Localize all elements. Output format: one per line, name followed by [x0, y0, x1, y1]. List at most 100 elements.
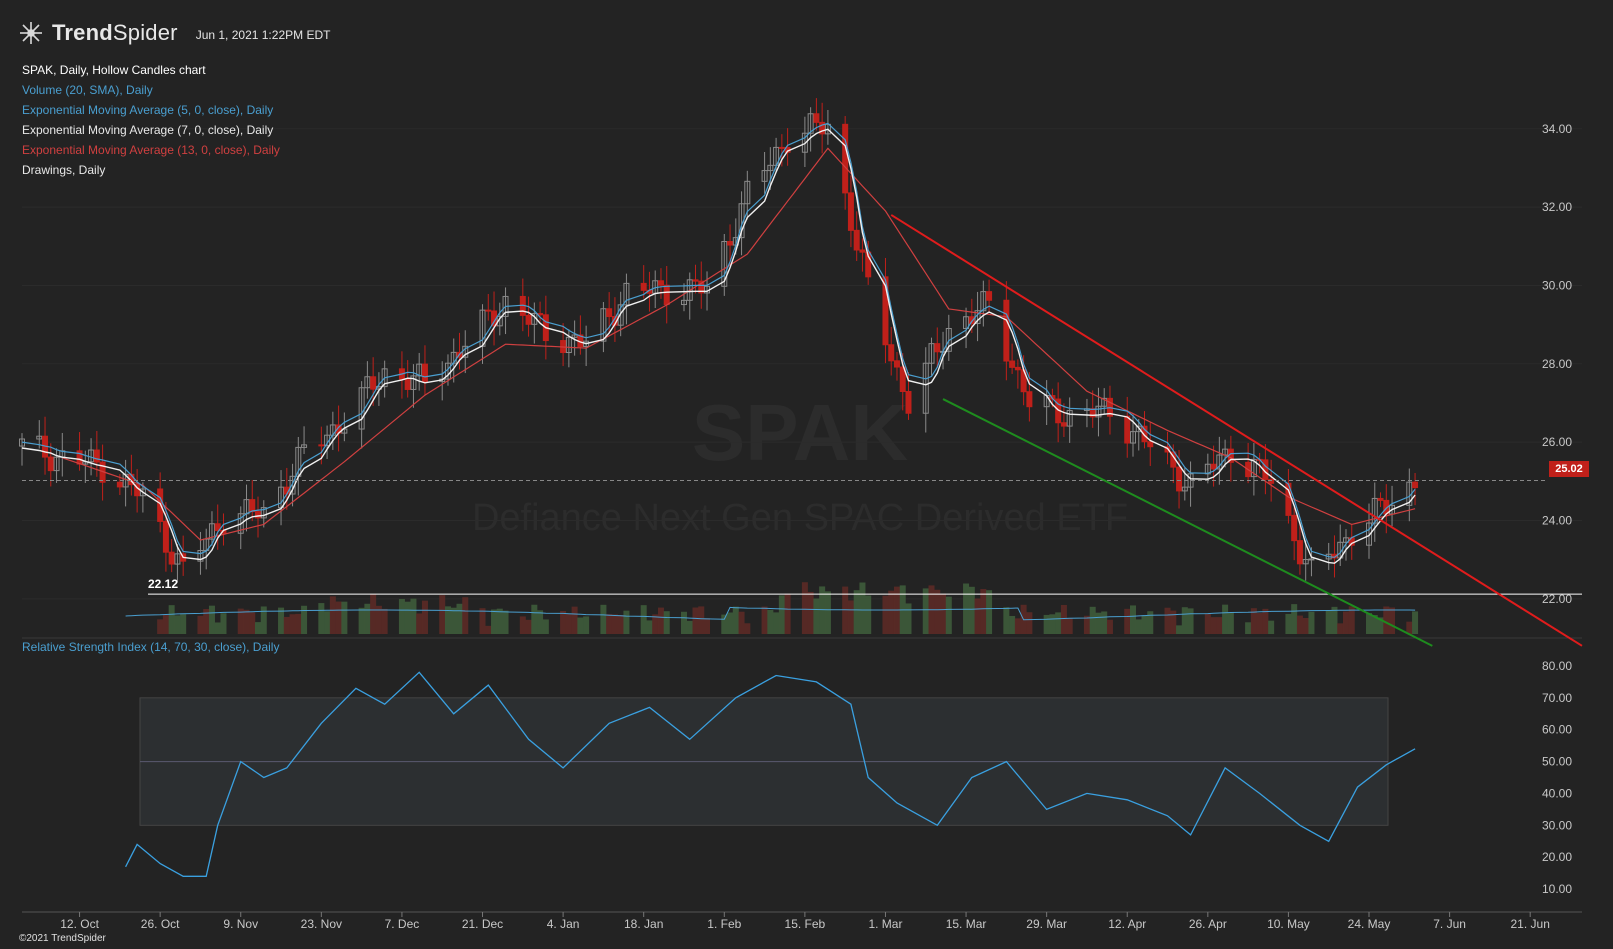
volume-bar: [479, 608, 486, 634]
rsi-tick-label: 60.00: [1542, 723, 1572, 737]
volume-bar: [865, 595, 872, 634]
volume-bar: [531, 604, 538, 634]
volume-bar: [1348, 606, 1355, 634]
volume-bar: [571, 606, 578, 634]
volume-bar: [542, 619, 549, 634]
candle-body: [778, 146, 785, 149]
candle-body: [842, 123, 849, 194]
volume-bar: [1210, 617, 1217, 634]
candle-body: [663, 284, 670, 306]
candle-body: [1009, 360, 1016, 368]
volume-bar: [1250, 608, 1257, 634]
candle-body: [727, 241, 734, 246]
volume-bar: [738, 611, 745, 634]
candle-body: [888, 344, 895, 362]
volume-bar: [381, 608, 388, 634]
volume-bar: [1262, 608, 1269, 634]
rsi-tick-label: 80.00: [1542, 659, 1572, 673]
legend-item-volume[interactable]: Volume (20, SMA), Daily: [22, 83, 153, 97]
volume-bar: [439, 595, 446, 634]
volume-bar: [1325, 610, 1332, 634]
volume-bar: [698, 606, 705, 634]
volume-bar: [968, 586, 975, 634]
volume-bar: [986, 590, 993, 634]
candle-body: [744, 180, 751, 205]
legend-item-drawings[interactable]: Drawings, Daily: [22, 163, 106, 177]
volume-bar: [934, 589, 941, 634]
volume-bar: [1268, 620, 1275, 634]
candle-body: [1095, 405, 1102, 418]
watermark-symbol: SPAK: [692, 388, 909, 477]
candle-body: [922, 362, 929, 414]
date-tick-label: 10. May: [1267, 917, 1310, 931]
volume-bar: [496, 608, 503, 634]
support-label: 22.12: [148, 577, 178, 591]
volume-bar: [278, 607, 285, 634]
candle-body: [421, 363, 428, 383]
candle-body: [1371, 497, 1378, 524]
volume-bar: [945, 596, 952, 634]
price-tick-label: 26.00: [1542, 435, 1572, 449]
volume-bar: [1366, 613, 1373, 634]
volume-bar: [617, 614, 624, 634]
volume-bar: [922, 588, 929, 634]
candle-body: [1060, 422, 1067, 427]
volume-bar: [1383, 606, 1390, 634]
volume-bar: [1285, 613, 1292, 634]
volume-bar: [692, 607, 699, 634]
candle-body: [496, 315, 503, 327]
volume-bar: [600, 604, 607, 634]
volume-bar: [652, 614, 659, 634]
volume-bar: [324, 611, 331, 634]
volume-bar: [640, 605, 647, 634]
candle-body: [318, 444, 325, 447]
volume-bar: [410, 598, 417, 634]
volume-bar: [577, 617, 584, 634]
volume-bar: [537, 610, 544, 634]
volume-bar: [767, 609, 774, 634]
volume-bar: [1026, 612, 1033, 634]
volume-bar: [623, 610, 630, 634]
candle-body: [1210, 463, 1217, 470]
candle-body: [640, 282, 647, 291]
price-tick-label: 22.00: [1542, 592, 1572, 606]
volume-bar: [1377, 617, 1384, 634]
volume-bar: [1176, 625, 1183, 634]
chart-legend: SPAK, Daily, Hollow Candles chart Volume…: [22, 60, 280, 180]
volume-bar: [525, 619, 532, 634]
volume-bar: [1331, 606, 1338, 634]
candle-body: [1296, 540, 1303, 565]
volume-bar: [784, 593, 791, 634]
price-tick-label: 34.00: [1542, 122, 1572, 136]
volume-bar: [1204, 613, 1211, 634]
brand-name: TrendSpider: [52, 20, 178, 45]
volume-bar: [502, 610, 509, 634]
upper-trendline: [890, 214, 1583, 647]
volume-bar: [295, 613, 302, 634]
volume-bar: [329, 596, 336, 634]
volume-bar: [404, 601, 411, 634]
price-tick-label: 28.00: [1542, 357, 1572, 371]
legend-item-ema13[interactable]: Exponential Moving Average (13, 0, close…: [22, 143, 280, 157]
candle-body: [1308, 558, 1315, 561]
volume-bar: [1245, 622, 1252, 634]
candle-body: [692, 279, 699, 282]
volume-bar: [203, 609, 210, 634]
volume-bar: [560, 610, 567, 634]
candle-body: [197, 549, 204, 562]
volume-bar: [1066, 618, 1073, 634]
volume-bar: [1095, 612, 1102, 634]
volume-bar: [1256, 612, 1263, 634]
rsi-legend[interactable]: Relative Strength Index (14, 70, 30, clo…: [22, 640, 280, 654]
volume-bar: [1406, 621, 1413, 634]
candle-body: [686, 279, 693, 301]
legend-item-ema5[interactable]: Exponential Moving Average (5, 0, close)…: [22, 103, 274, 117]
legend-item-ema7[interactable]: Exponential Moving Average (7, 0, close)…: [22, 123, 274, 137]
volume-bar: [813, 598, 820, 634]
candle-body: [767, 164, 774, 172]
volume-bar: [847, 600, 854, 634]
volume-bar: [646, 620, 653, 634]
volume-bar: [162, 614, 169, 634]
volume-bar: [444, 606, 451, 634]
